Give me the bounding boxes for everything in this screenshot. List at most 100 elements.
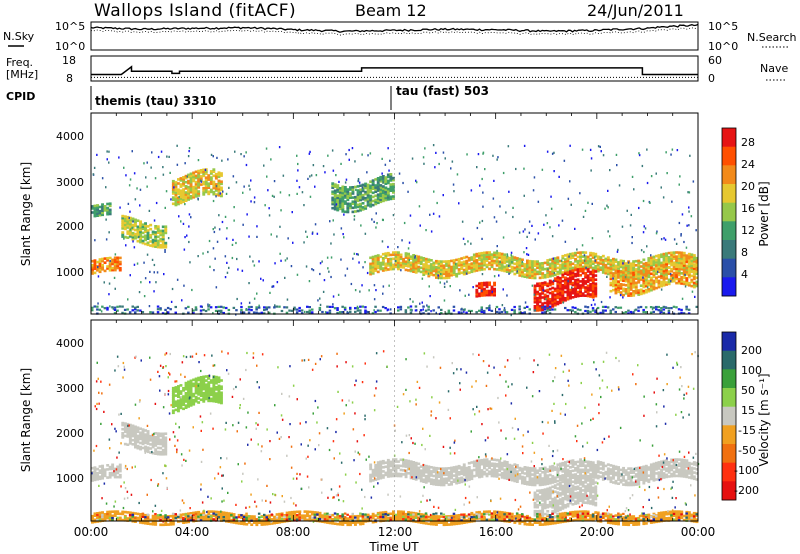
echo-cell: [627, 273, 631, 277]
echo-cell: [336, 190, 340, 193]
echo-cell: [93, 468, 97, 471]
echo-cell: [579, 261, 582, 265]
echo-cell: [533, 491, 537, 495]
echo-cell: [526, 253, 528, 256]
echo-cell: [338, 199, 342, 202]
echo-cell: [346, 311, 349, 314]
echo-cell: [452, 183, 455, 186]
echo-cell: [101, 466, 104, 470]
echo-cell: [649, 311, 653, 314]
echo-cell: [478, 461, 481, 464]
echo-cell: [686, 224, 688, 227]
echo-cell: [483, 283, 486, 287]
echo-cell: [556, 300, 560, 304]
echo-cell: [533, 512, 537, 515]
echo-cell: [558, 498, 562, 501]
echo-cell: [214, 187, 218, 190]
echo-cell: [571, 281, 575, 285]
echo-cell: [187, 196, 190, 199]
echo-cell: [316, 232, 319, 235]
echo-cell: [407, 265, 410, 268]
echo-cell: [461, 220, 464, 223]
echo-cell: [574, 311, 577, 314]
echo-cell: [591, 279, 595, 283]
echo-cell: [538, 286, 542, 289]
echo-cell: [606, 272, 610, 276]
echo-cell: [207, 393, 211, 396]
echo-cell: [171, 397, 175, 400]
echo-cell: [178, 195, 180, 199]
echo-cell: [371, 272, 375, 275]
echo-cell: [296, 154, 298, 157]
echo-cell: [358, 181, 361, 184]
echo-cell: [419, 258, 423, 261]
echo-cell: [647, 279, 651, 283]
echo-cell: [571, 473, 575, 477]
echo-cell: [364, 182, 368, 186]
echo-cell: [594, 470, 598, 473]
echo-cell: [156, 235, 160, 239]
echo-cell: [128, 226, 132, 230]
echo-cell: [199, 388, 203, 391]
echo-cell: [392, 191, 395, 194]
echo-cell: [94, 239, 96, 242]
echo-cell: [488, 281, 491, 285]
echo-cell: [204, 190, 208, 194]
echo-cell: [442, 479, 446, 483]
echo-cell: [564, 473, 567, 476]
echo-cell: [202, 400, 206, 403]
echo-cell: [564, 282, 567, 286]
echo-cell: [144, 224, 147, 227]
echo-cell: [526, 480, 529, 484]
echo-cell: [452, 480, 456, 483]
echo-cell: [619, 259, 623, 263]
echo-cell: [497, 156, 499, 159]
echo-cell: [629, 262, 633, 265]
echo-cell: [584, 255, 588, 258]
echo-cell: [513, 268, 517, 272]
echo-cell: [548, 302, 552, 305]
echo-cell: [637, 474, 641, 478]
echo-cell: [513, 256, 517, 259]
echo-cell: [123, 223, 127, 227]
echo-cell: [101, 477, 104, 480]
echo-cell: [646, 148, 648, 151]
echo-cell: [440, 473, 443, 477]
echo-cell: [500, 310, 504, 314]
echo-cell: [164, 436, 168, 440]
echo-cell: [108, 264, 112, 268]
echo-cell: [389, 468, 393, 472]
echo-cell: [174, 408, 178, 412]
echo-cell: [369, 262, 373, 266]
echo-cell: [553, 273, 557, 277]
echo-cell: [427, 272, 430, 275]
echo-cell: [568, 255, 570, 258]
echo-cell: [146, 235, 150, 238]
echo-cell: [202, 182, 206, 186]
echo-cell: [490, 257, 494, 260]
echo-cell: [531, 473, 534, 476]
echo-cell: [108, 282, 111, 285]
echo-cell: [164, 225, 168, 228]
echo-cell: [642, 283, 646, 287]
echo-cell: [336, 204, 340, 208]
echo-cell: [531, 479, 534, 483]
echo-cell: [556, 475, 560, 479]
echo-cell: [348, 158, 350, 161]
echo-cell: [450, 472, 453, 476]
echo-cell: [106, 210, 110, 214]
echo-cell: [141, 231, 145, 235]
echo-cell: [477, 153, 480, 156]
echo-cell: [134, 437, 137, 441]
echo-cell: [483, 255, 486, 259]
echo-cell: [541, 266, 545, 269]
echo-cell: [197, 255, 199, 258]
echo-cell: [536, 284, 539, 288]
echo-cell: [508, 256, 512, 260]
echo-cell: [119, 206, 121, 209]
echo-cell: [202, 308, 205, 312]
echo-cell: [450, 476, 453, 480]
echo-cell: [182, 194, 185, 197]
echo-cell: [118, 268, 122, 272]
echo-cell: [612, 471, 615, 474]
